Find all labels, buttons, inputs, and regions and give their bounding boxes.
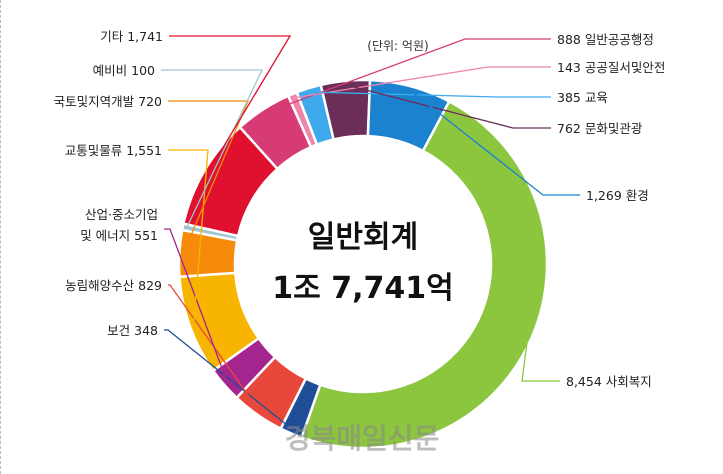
center-title: 일반회계 (308, 220, 418, 255)
slice-label-4: 762 문화및관광 (557, 121, 643, 136)
slices-group (179, 80, 547, 448)
slice-label-3: 385 교육 (557, 90, 608, 105)
slice-label-5: 1,269 환경 (586, 188, 649, 203)
unit-note: (단위: 억원) (367, 39, 428, 53)
slice-label-1: 888 일반공공행정 (557, 32, 654, 47)
slice-label-7: 보건 348 (107, 323, 158, 338)
center-total: 1조 7,741억 (272, 271, 453, 306)
slice-label-2: 143 공공질서및안전 (557, 60, 665, 75)
watermark: 경북매일신문 (285, 422, 440, 455)
slice-label-10: 교통및물류 1,551 (65, 143, 162, 158)
slice-label-9: 산업·중소기업 (85, 207, 158, 222)
slice-label-12: 예비비 100 (93, 63, 155, 78)
slice-label-8: 농림해양수산 829 (65, 278, 162, 293)
slice-label-6: 8,454 사회복지 (566, 374, 652, 389)
slice-label-9-line2: 및 에너지 551 (80, 228, 158, 243)
slice-label-11: 국토및지역개발 720 (54, 94, 162, 109)
slice-label-13: 기타 1,741 (100, 29, 163, 44)
